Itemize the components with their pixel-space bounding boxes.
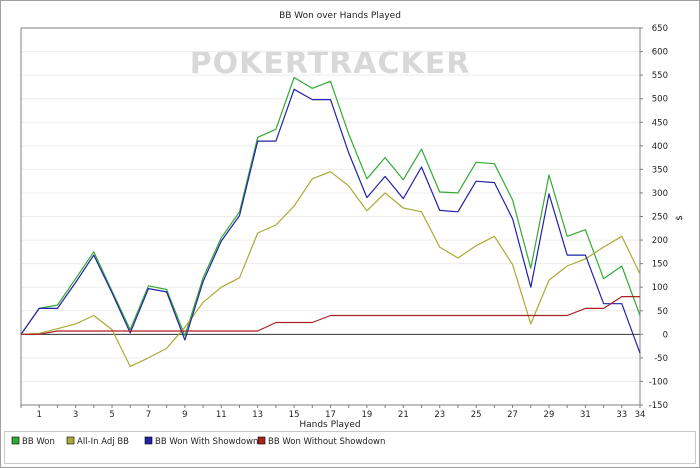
y-tick-label: 550 [652,71,668,81]
legend-box [4,431,696,464]
y-tick-label: 250 [652,213,668,223]
x-tick-label: 15 [289,410,300,420]
x-tick-label: 33 [616,410,627,420]
legend-swatch [257,436,266,445]
series-line-3 [20,88,641,354]
legend-label: BB Won [22,437,55,447]
x-tick-label: 34 [635,410,646,420]
x-tick-label: 11 [216,410,227,420]
x-tick-label: 3 [73,410,78,420]
y-tick-label: -50 [654,354,668,364]
y-tick-label: -150 [649,401,668,411]
series-layer [20,76,641,367]
y-tick-label: 0 [663,330,668,340]
x-tick-label: 9 [182,410,187,420]
x-tick-label: 21 [398,410,409,420]
x-tick-label: 1 [36,410,41,420]
y-tick-label: 350 [652,165,668,175]
y-tick-label: 600 [652,48,668,58]
legend-swatch [11,436,20,445]
y-axis: -150 -100 -50 0 50 100 150 200 250 300 350 400 450 50… [640,24,668,411]
legend-label: All-In Adj BB [77,437,129,447]
x-axis-label: Hands Played [299,420,360,430]
x-tick-label: 31 [580,410,591,420]
y-tick-label: 450 [652,118,668,128]
legend-label: BB Won Without Showdown [268,437,385,447]
y-tick-label: 500 [652,95,668,105]
x-tick-label: 13 [252,410,263,420]
x-axis: 1 3 5 7 9 11 13 15 17 19 21 23 25 27 29 31 33 34 [20,405,646,420]
y-tick-label: 650 [652,24,668,34]
legend: BB Won All-In Adj BB BB Won With Showdown B… [4,431,696,464]
y-tick-label: -100 [649,377,668,387]
series-line-4 [21,296,640,335]
x-tick-label: 5 [109,410,114,420]
chart-title: BB Won over Hands Played [279,11,401,21]
y-tick-label: 300 [652,189,668,199]
x-tick-label: 23 [434,410,445,420]
y-tick-label: 100 [652,283,668,293]
x-tick-label: 29 [544,410,555,420]
y-tick-label: 200 [652,236,668,246]
legend-label: BB Won With Showdown [155,437,258,447]
x-tick-label: 19 [361,410,372,420]
grid-layer [21,27,640,406]
y-tick-label: 50 [657,307,668,317]
series-line-1 [20,76,641,337]
series-line-2 [20,171,641,367]
legend-swatch [66,436,75,445]
y-axis-label: $ [675,215,685,221]
x-tick-label: 7 [146,410,151,420]
y-tick-label: 400 [652,142,668,152]
legend-swatch [144,436,153,445]
x-tick-label: 17 [325,410,336,420]
x-tick-label: 27 [507,410,518,420]
x-tick-label: 25 [471,410,482,420]
y-tick-label: 150 [652,260,668,270]
